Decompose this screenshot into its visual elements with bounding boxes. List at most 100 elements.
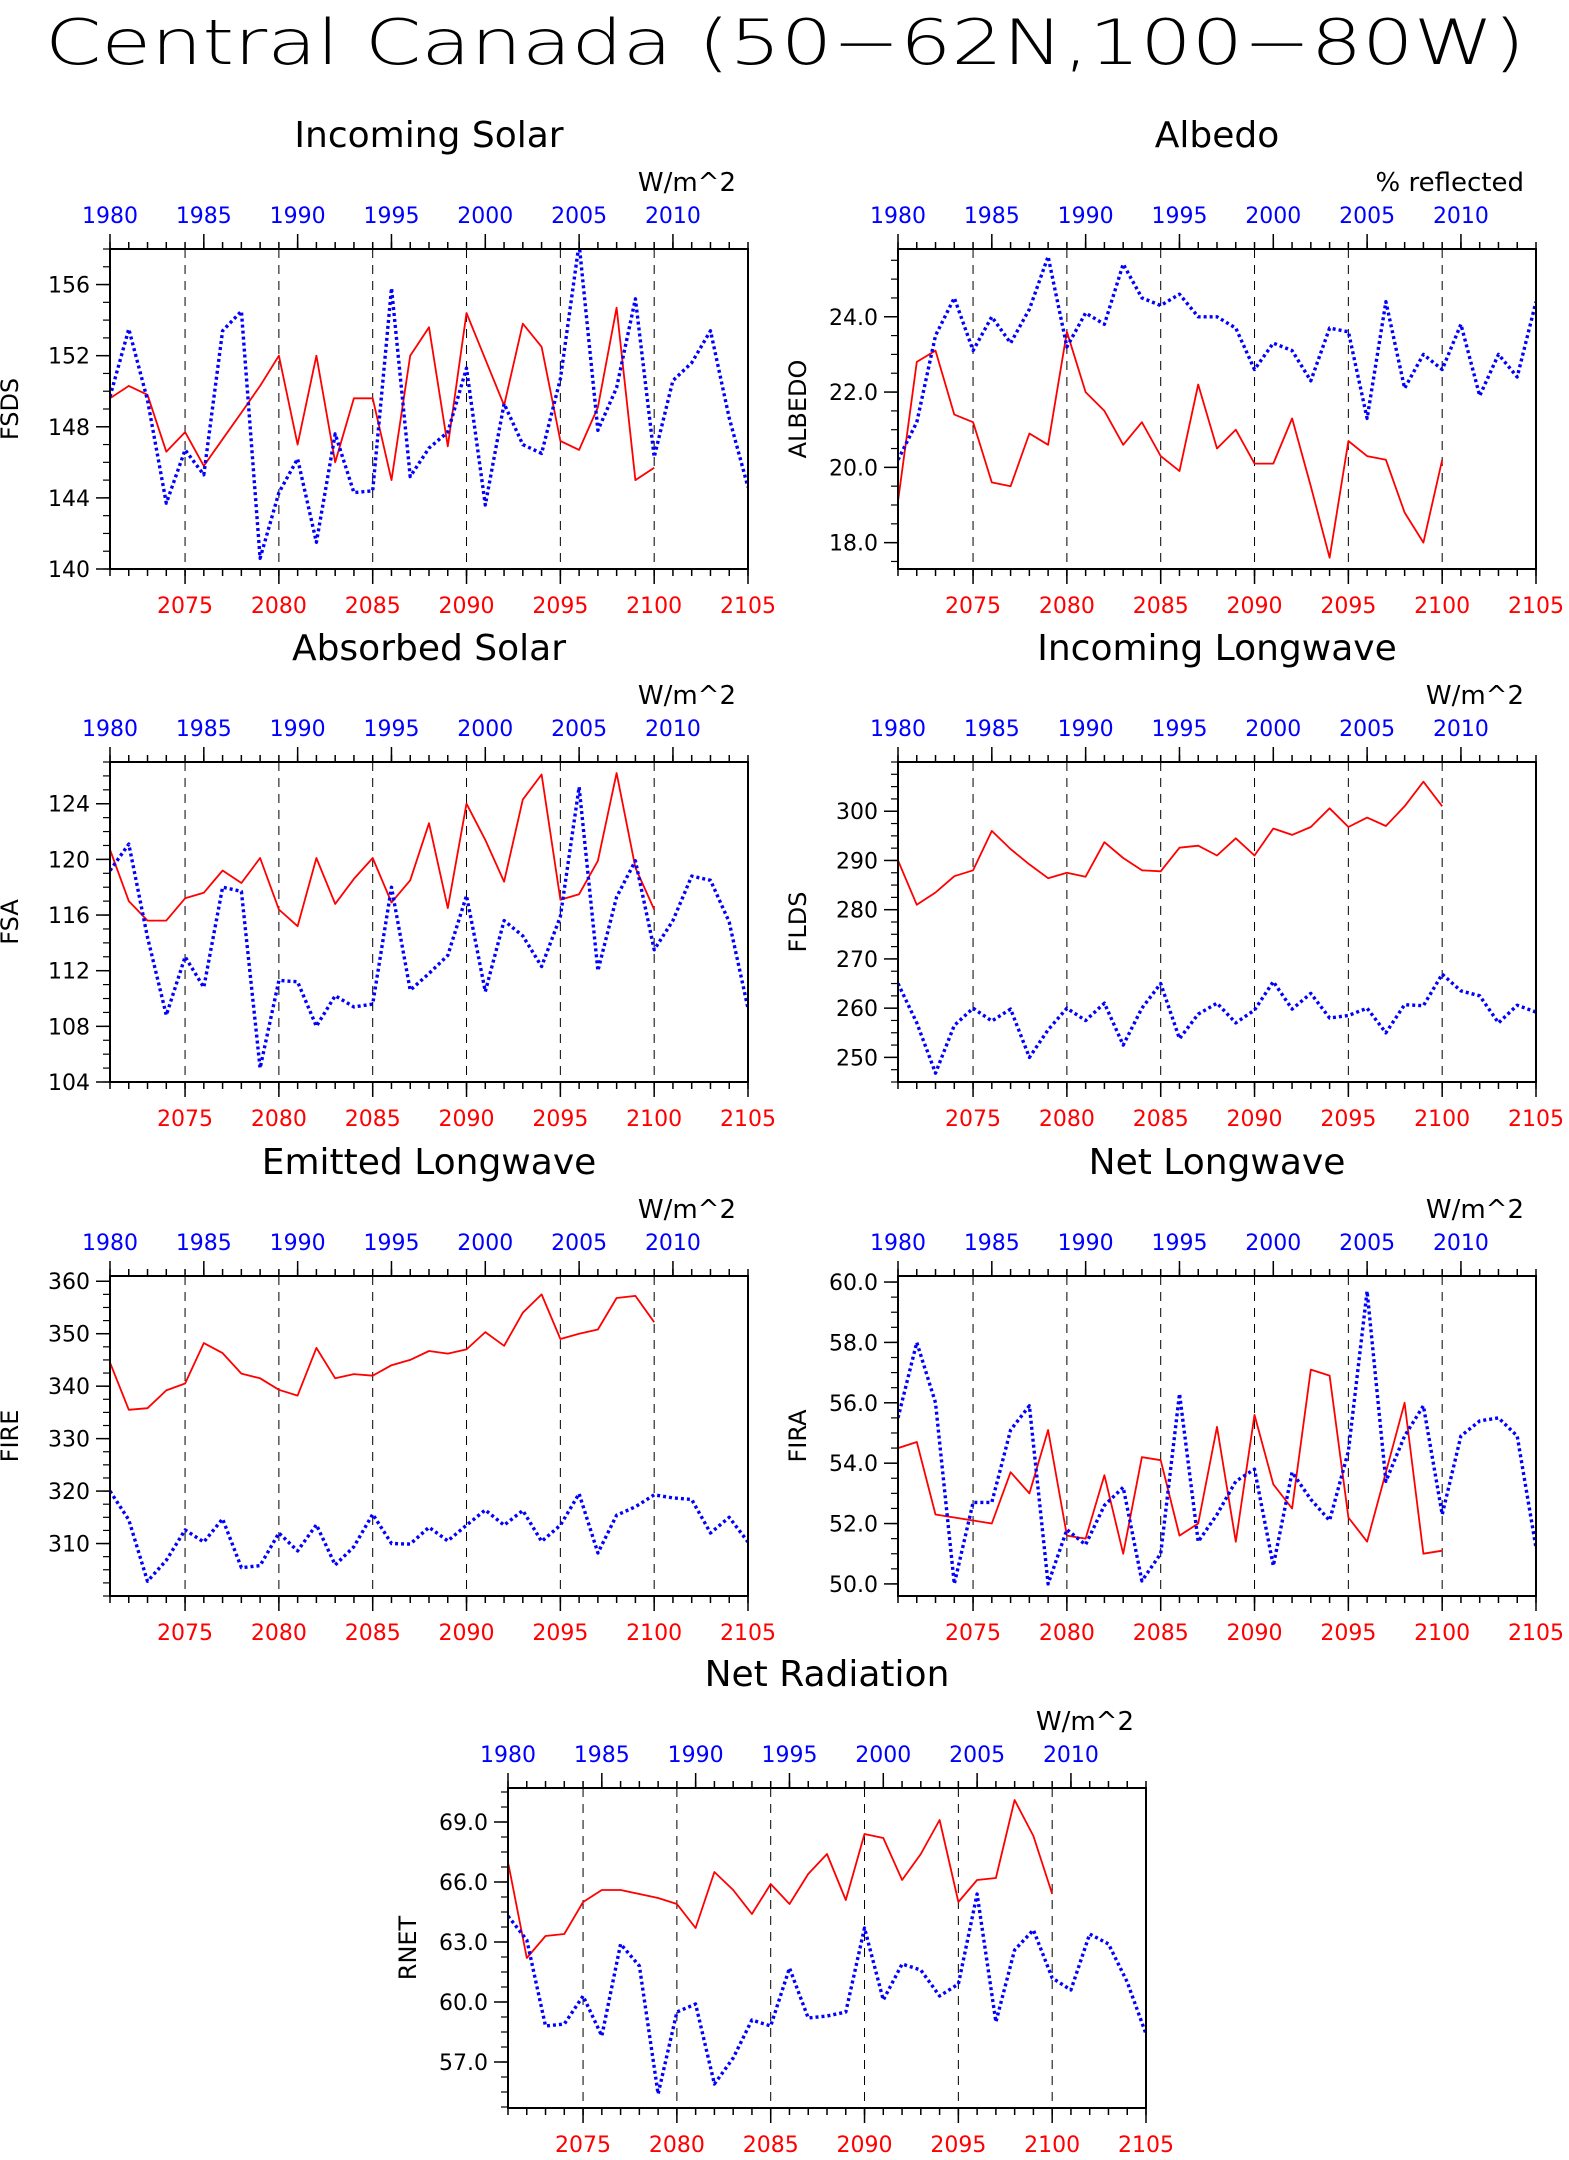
- x-tick-label: 2090: [1227, 1621, 1283, 1646]
- top-tick-label: 1985: [176, 717, 232, 742]
- series-line-future: [110, 772, 656, 928]
- top-tick-label: 2005: [1339, 204, 1395, 229]
- x-tick-label: 2080: [251, 594, 307, 619]
- y-tick-label: 60.0: [439, 1991, 488, 2016]
- y-axis-label: FLDS: [784, 892, 812, 953]
- x-tick-label: 2085: [1133, 594, 1189, 619]
- plot-frame: [109, 761, 749, 1083]
- top-tick-label: 1995: [363, 204, 419, 229]
- y-tick-label: 112: [48, 960, 90, 985]
- series-line-future: [898, 1368, 1443, 1555]
- y-tick-label: 320: [48, 1480, 90, 1505]
- top-tick-label: 1985: [176, 204, 232, 229]
- y-tick-label: 60.0: [829, 1271, 878, 1296]
- top-tick-label: 1985: [574, 1743, 630, 1768]
- x-tick-label: 2090: [439, 594, 495, 619]
- x-tick-label: 2105: [720, 1107, 776, 1132]
- y-tick-label: 360: [48, 1270, 90, 1295]
- panel-title: Net Radiation: [705, 1654, 950, 1695]
- top-tick-label: 2010: [1433, 204, 1489, 229]
- x-tick-label: 2090: [837, 2133, 893, 2158]
- y-tick-label: 152: [48, 345, 90, 370]
- y-tick-label: 250: [836, 1046, 878, 1071]
- y-tick-label: 18.0: [829, 532, 878, 557]
- x-tick-label: 2095: [532, 1621, 588, 1646]
- y-tick-label: 330: [48, 1428, 90, 1453]
- top-tick-label: 1990: [1058, 204, 1114, 229]
- series-line-historical: [110, 785, 748, 1070]
- plot-frame: [897, 248, 1537, 570]
- top-tick-label: 2000: [1245, 204, 1301, 229]
- series-line-future: [898, 780, 1443, 906]
- x-tick-label: 2075: [945, 594, 1001, 619]
- top-tick-label: 1995: [1151, 717, 1207, 742]
- x-tick-label: 2075: [945, 1621, 1001, 1646]
- panel-albedo: Albedo % reflected ALBEDO 2075 2080 2085 2090 2…: [784, 115, 1564, 619]
- units-label: % reflected: [1376, 168, 1524, 198]
- top-tick-label: 2000: [457, 204, 513, 229]
- y-tick-label: 156: [48, 274, 90, 299]
- panel-title: Emitted Longwave: [262, 1142, 597, 1183]
- x-tick-label: 2085: [1133, 1107, 1189, 1132]
- y-tick-label: 56.0: [829, 1392, 878, 1417]
- x-tick-label: 2085: [345, 1621, 401, 1646]
- panel-title: Net Longwave: [1089, 1142, 1346, 1183]
- top-tick-label: 2000: [1245, 1231, 1301, 1256]
- top-tick-label: 1990: [270, 717, 326, 742]
- top-tick-label: 1985: [176, 1231, 232, 1256]
- top-tick-label: 2010: [645, 717, 701, 742]
- x-tick-label: 2105: [1508, 1107, 1564, 1132]
- y-tick-label: 24.0: [829, 306, 878, 331]
- y-tick-label: 350: [48, 1323, 90, 1348]
- y-tick-label: 300: [836, 800, 878, 825]
- series-line-historical: [898, 254, 1536, 461]
- top-tick-label: 2000: [1245, 717, 1301, 742]
- plot-frame: [897, 1275, 1537, 1597]
- panels: Incoming Solar W/m^2 FSDS 2075 2080 2085 2090 2…: [0, 115, 1564, 2158]
- top-tick-label: 2010: [1433, 717, 1489, 742]
- top-tick-label: 2005: [1339, 717, 1395, 742]
- y-tick-label: 52.0: [829, 1513, 878, 1538]
- series-line-future: [898, 330, 1444, 559]
- top-tick-label: 1980: [82, 717, 138, 742]
- units-label: W/m^2: [1426, 681, 1524, 711]
- y-tick-label: 63.0: [439, 1931, 488, 1956]
- series-line-future: [110, 1293, 655, 1411]
- y-tick-label: 124: [48, 793, 90, 818]
- top-tick-label: 1995: [363, 1231, 419, 1256]
- x-tick-label: 2095: [1320, 1107, 1376, 1132]
- top-tick-label: 2010: [1433, 1231, 1489, 1256]
- top-tick-label: 1995: [363, 717, 419, 742]
- top-tick-label: 2010: [645, 204, 701, 229]
- panel-title: Absorbed Solar: [292, 628, 566, 669]
- y-axis-label: FSA: [0, 899, 24, 945]
- x-tick-label: 2105: [1508, 1621, 1564, 1646]
- series-line-historical: [898, 1289, 1536, 1586]
- y-axis-label: FIRA: [784, 1409, 812, 1463]
- panel-fsds: Incoming Solar W/m^2 FSDS 2075 2080 2085 2090 2…: [0, 115, 776, 619]
- top-tick-label: 2000: [457, 717, 513, 742]
- plot-frame: [109, 248, 749, 570]
- x-tick-label: 2095: [1320, 1621, 1376, 1646]
- y-tick-label: 66.0: [439, 1871, 488, 1896]
- panel-fire: Emitted Longwave W/m^2 FIRE 2075 2080 2085 209…: [0, 1142, 776, 1646]
- panel-fira: Net Longwave W/m^2 FIRA 2075 2080 2085 2090 209…: [784, 1142, 1564, 1646]
- units-label: W/m^2: [1036, 1707, 1134, 1737]
- x-tick-label: 2105: [720, 1621, 776, 1646]
- x-tick-label: 2100: [1414, 1107, 1470, 1132]
- y-tick-label: 340: [48, 1375, 90, 1400]
- top-tick-label: 1990: [668, 1743, 724, 1768]
- top-tick-label: 2005: [551, 204, 607, 229]
- plot-frame: [897, 761, 1537, 1083]
- top-tick-label: 1980: [82, 204, 138, 229]
- top-tick-label: 1985: [964, 1231, 1020, 1256]
- x-tick-label: 2085: [1133, 1621, 1189, 1646]
- series-line-historical: [898, 972, 1536, 1075]
- y-tick-label: 116: [48, 904, 90, 929]
- x-tick-label: 2095: [1320, 594, 1376, 619]
- top-tick-label: 1980: [870, 204, 926, 229]
- y-tick-label: 104: [48, 1071, 90, 1096]
- y-tick-label: 54.0: [829, 1452, 878, 1477]
- x-tick-label: 2075: [157, 1107, 213, 1132]
